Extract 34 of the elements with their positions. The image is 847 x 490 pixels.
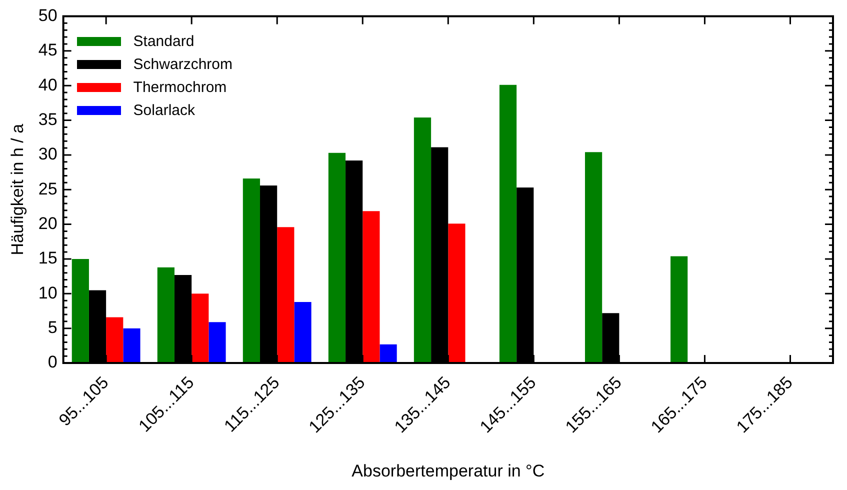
- bar: [414, 117, 432, 364]
- y-tick-label: 40: [38, 75, 58, 94]
- bar: [192, 294, 209, 364]
- y-tick-label: 35: [38, 110, 58, 129]
- bar: [380, 344, 397, 364]
- bar: [277, 227, 294, 364]
- x-axis-title: Absorbertemperatur in °C: [352, 461, 545, 480]
- bar: [294, 302, 312, 364]
- y-tick-label: 50: [38, 6, 58, 25]
- bar: [328, 152, 346, 364]
- bar: [670, 256, 688, 364]
- bar: [72, 258, 89, 364]
- y-tick-label: 5: [48, 318, 58, 338]
- legend-label: Schwarzchrom: [133, 55, 232, 76]
- legend-label: Thermochrom: [133, 78, 227, 98]
- y-tick-label: 10: [38, 283, 58, 302]
- y-tick-label: 15: [38, 248, 58, 268]
- bar: [448, 224, 466, 364]
- bar: [106, 317, 124, 364]
- bar: [499, 84, 517, 364]
- bar: [242, 178, 260, 364]
- y-tick-label: 45: [38, 40, 58, 60]
- y-axis-title: Häufigkeit in h / a: [8, 123, 27, 256]
- bar: [157, 267, 174, 364]
- y-tick-label: 20: [38, 214, 58, 233]
- bar: [208, 322, 226, 364]
- bar: [584, 152, 602, 364]
- y-tick-label: 25: [38, 179, 58, 198]
- y-tick-label: 0: [48, 352, 58, 372]
- bar: [123, 328, 140, 364]
- y-tick-label: 30: [38, 144, 58, 164]
- legend-label: Standard: [133, 32, 194, 52]
- legend-label: Solarlack: [133, 101, 195, 122]
- bar: [362, 211, 380, 364]
